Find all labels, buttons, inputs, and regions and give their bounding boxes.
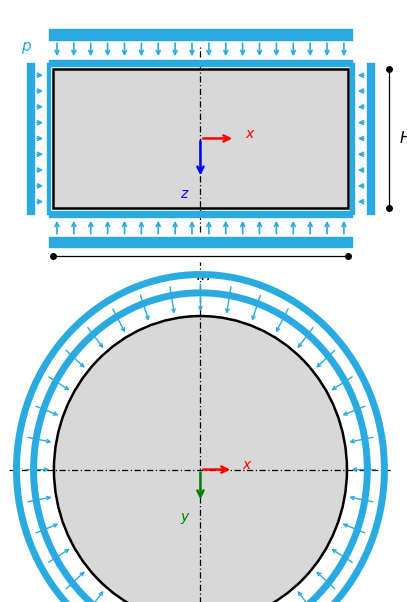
Text: $x$: $x$ (245, 126, 256, 141)
Ellipse shape (54, 316, 347, 602)
Text: $z$: $z$ (180, 187, 190, 201)
Text: $y$: $y$ (179, 511, 190, 526)
Text: $x$: $x$ (242, 458, 253, 472)
Text: $H$: $H$ (399, 131, 407, 146)
Text: $2R$: $2R$ (190, 274, 211, 290)
Polygon shape (53, 69, 348, 208)
Ellipse shape (21, 280, 380, 602)
Text: $p$: $p$ (21, 40, 32, 55)
